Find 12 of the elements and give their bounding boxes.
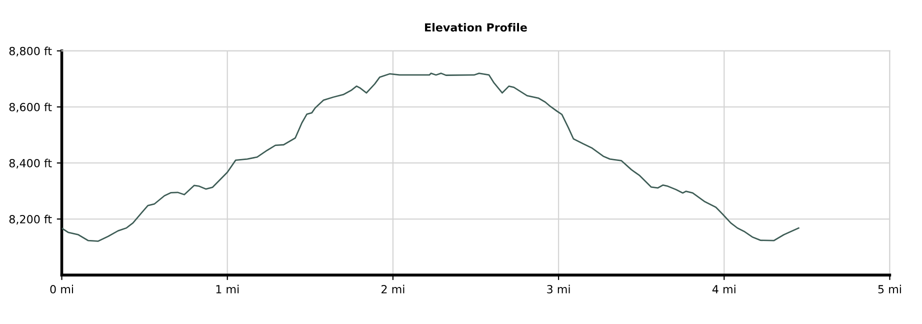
x-tick-label: 4 mi xyxy=(712,284,736,294)
x-tick-label: 2 mi xyxy=(382,284,404,294)
chart-title: Elevation Profile xyxy=(425,22,527,32)
y-tick-label: 8,200 ft xyxy=(9,214,52,225)
x-tick-label: 1 mi xyxy=(216,284,239,294)
y-tick-label: 8,800 ft xyxy=(9,46,52,56)
y-tick-label: 8,400 ft xyxy=(9,158,52,168)
y-tick-label: 8,600 ft xyxy=(9,102,52,112)
x-tick-label: 5 mi xyxy=(878,284,901,294)
x-tick-label: 3 mi xyxy=(547,284,570,294)
x-tick-label: 0 mi xyxy=(50,284,73,294)
line-series xyxy=(62,72,800,242)
